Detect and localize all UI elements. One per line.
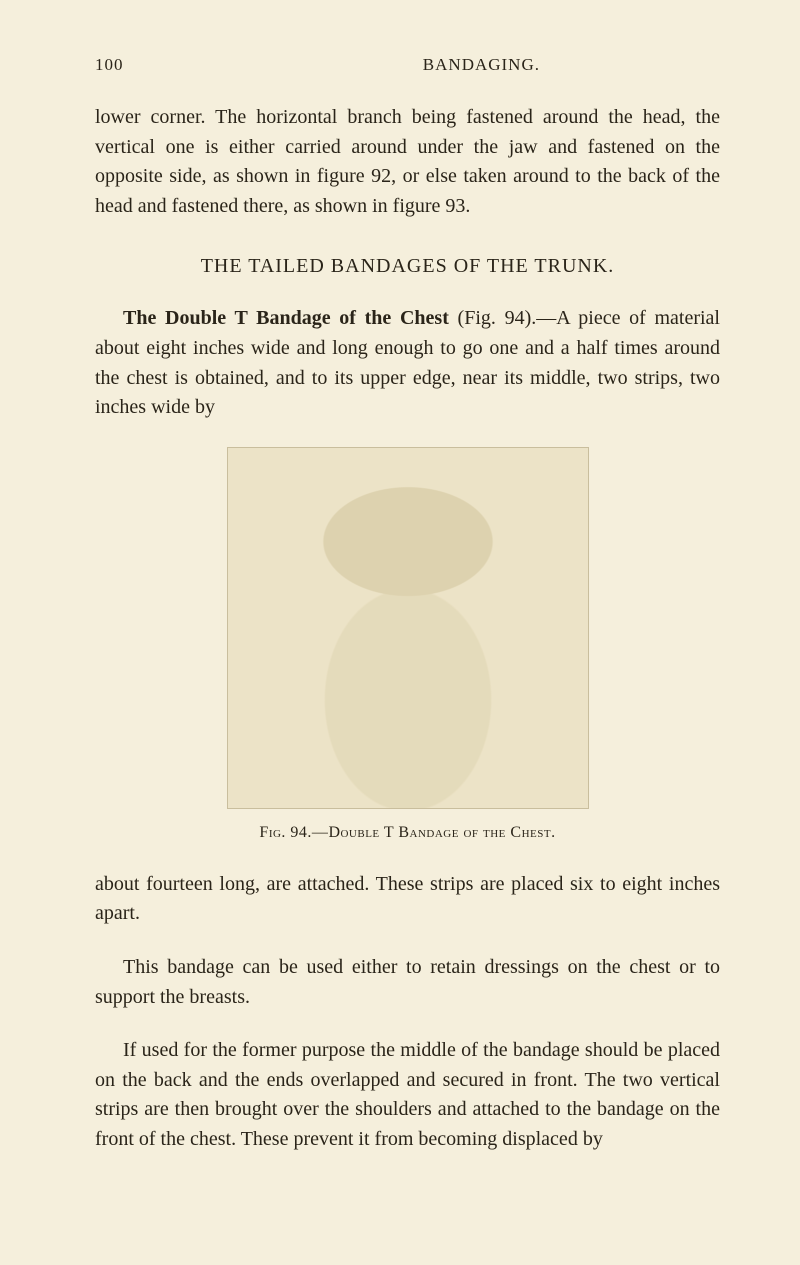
book-page: 100 BANDAGING. lower corner. The horizon… — [0, 0, 800, 1265]
paragraph-topic-intro: The Double T Bandage of the Chest (Fig. … — [95, 304, 720, 422]
caption-rest: Double T Bandage of the Chest. — [328, 824, 555, 841]
topic-fig-ref: (Fig. 94). — [458, 307, 537, 329]
page-header: 100 BANDAGING. — [95, 55, 720, 75]
figure-caption: Fig. 94.—Double T Bandage of the Chest. — [95, 824, 720, 842]
paragraph-after-figure: about fourteen long, are attached. These… — [95, 870, 720, 929]
figure-block — [95, 447, 720, 814]
caption-lead: Fig. 94.— — [259, 824, 328, 841]
topic-lead-bold: The Double T Bandage of the Chest — [123, 307, 458, 329]
page-number: 100 — [95, 55, 124, 75]
figure-illustration — [227, 447, 589, 809]
paragraph-usage: This bandage can be used either to retai… — [95, 953, 720, 1012]
section-title: THE TAILED BANDAGES OF THE TRUNK. — [95, 255, 720, 278]
paragraph-continuation: lower corner. The horizontal branch bein… — [95, 103, 720, 221]
running-head: BANDAGING. — [423, 55, 540, 75]
paragraph-usage-detail: If used for the former purpose the middl… — [95, 1036, 720, 1154]
